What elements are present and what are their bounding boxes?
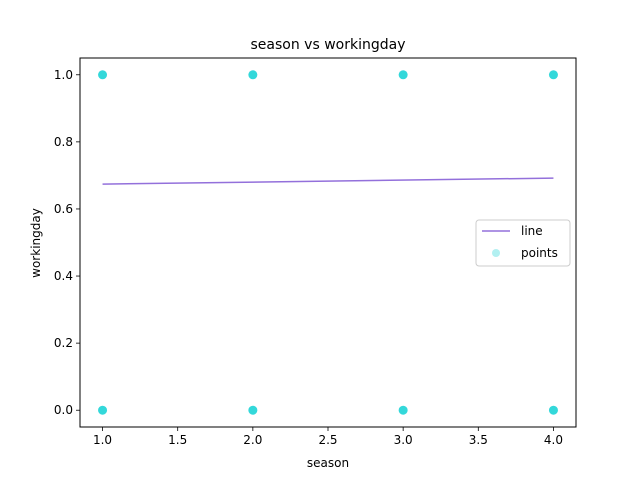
plot-area bbox=[98, 70, 558, 415]
legend: line points bbox=[475, 219, 571, 267]
scatter-point bbox=[398, 70, 408, 80]
legend-points-swatch bbox=[492, 249, 500, 257]
scatter-point bbox=[98, 405, 108, 415]
x-tick-label: 2.5 bbox=[318, 433, 337, 447]
legend-label-line: line bbox=[521, 224, 543, 238]
scatter-point bbox=[398, 405, 408, 415]
chart-title: season vs workingday bbox=[251, 37, 406, 53]
scatter-point bbox=[548, 70, 558, 80]
x-tick-label: 1.5 bbox=[168, 433, 187, 447]
y-tick-label: 0.4 bbox=[54, 269, 73, 283]
legend-label-points: points bbox=[521, 246, 558, 260]
x-tick-label: 3.0 bbox=[394, 433, 413, 447]
scatter-point bbox=[98, 70, 108, 80]
x-tick-label: 3.5 bbox=[469, 433, 488, 447]
scatter-point bbox=[248, 405, 258, 415]
y-tick-label: 0.0 bbox=[54, 403, 73, 417]
y-tick-label: 0.2 bbox=[54, 336, 73, 350]
y-axis-label: workingday bbox=[29, 208, 43, 278]
y-tick-label: 1.0 bbox=[54, 68, 73, 82]
x-tick-label: 4.0 bbox=[544, 433, 563, 447]
series-line bbox=[102, 177, 554, 185]
x-tick-label: 2.0 bbox=[243, 433, 262, 447]
scatter-point bbox=[548, 405, 558, 415]
x-axis-label: season bbox=[307, 456, 349, 470]
y-tick-label: 0.8 bbox=[54, 135, 73, 149]
axis-ticks: 1.0 1.5 2.0 2.5 3.0 3.5 4.0 0.0 0.2 0.4 0.6 0.8 1.0 bbox=[54, 68, 563, 447]
scatter-point bbox=[248, 70, 258, 80]
x-tick-label: 1.0 bbox=[93, 433, 112, 447]
y-tick-label: 0.6 bbox=[54, 202, 73, 216]
